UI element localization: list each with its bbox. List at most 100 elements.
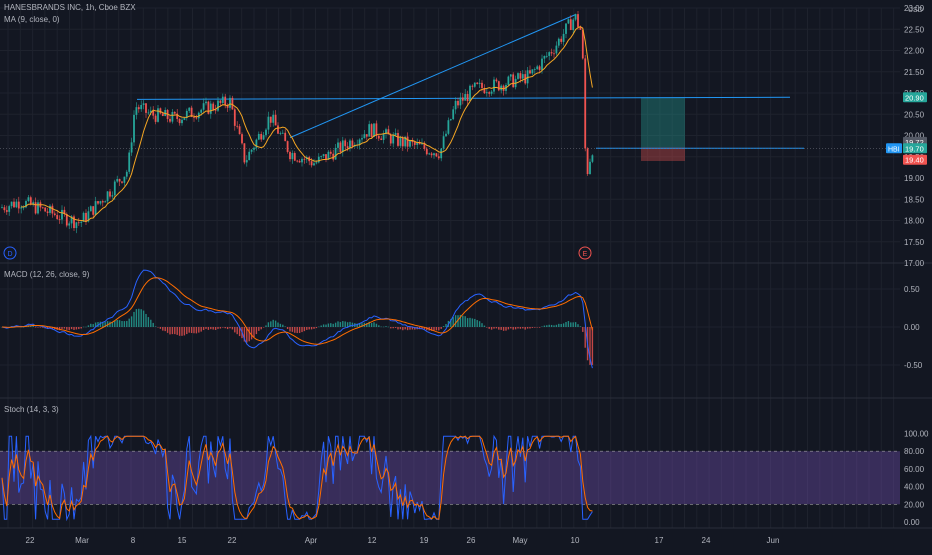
- candle-body: [106, 191, 109, 202]
- macd-histogram-bar: [75, 327, 78, 330]
- candle-body: [15, 201, 18, 208]
- macd-histogram-bar: [219, 327, 222, 329]
- candle-body: [133, 114, 135, 143]
- candle-body: [406, 136, 409, 147]
- macd-histogram-bar: [171, 327, 174, 335]
- candle-body: [322, 154, 325, 157]
- macd-histogram-bar: [421, 327, 423, 329]
- position-tool: [641, 97, 685, 161]
- macd-histogram-bar: [51, 327, 54, 329]
- candle-body: [423, 143, 426, 149]
- candle-body: [185, 110, 188, 118]
- macd-histogram-bar: [534, 327, 536, 328]
- candle-body: [459, 97, 462, 106]
- macd-histogram-bar: [555, 324, 558, 327]
- stoch-legend[interactable]: Stoch (14, 3, 3): [4, 405, 59, 414]
- candle-body: [495, 79, 498, 82]
- macd-histogram-bar: [87, 325, 90, 327]
- entry-tag: 19.72: [905, 138, 924, 147]
- macd-histogram-bar: [387, 326, 390, 328]
- candle-body: [85, 212, 87, 222]
- macd-histogram-bar: [402, 327, 404, 331]
- macd-histogram-bar: [414, 327, 416, 330]
- macd-histogram-bar: [445, 323, 447, 327]
- macd-histogram-bar: [553, 325, 555, 327]
- macd-histogram-bar: [394, 327, 397, 328]
- chart-title: HANESBRANDS INC, 1h, Cboe BZX: [4, 3, 136, 12]
- macd-histogram-bar: [272, 319, 274, 327]
- candle-body: [399, 137, 402, 146]
- macd-histogram-bar: [250, 327, 253, 340]
- macd-histogram-bar: [193, 327, 195, 334]
- price-tick: 21.50: [904, 68, 925, 77]
- macd-histogram-bar: [322, 324, 325, 327]
- candle-body: [538, 66, 541, 70]
- macd-histogram-bar: [262, 327, 265, 328]
- loss-zone: [641, 147, 685, 161]
- candle-body: [553, 53, 555, 55]
- price-tick: 22.00: [904, 47, 925, 56]
- macd-histogram-bar: [123, 321, 126, 327]
- macd-histogram-bar: [356, 323, 358, 327]
- candle-body: [493, 79, 495, 92]
- time-tick: 24: [702, 536, 711, 545]
- macd-histogram-bar: [58, 327, 61, 331]
- candle-body: [574, 14, 577, 20]
- macd-histogram-bar: [267, 322, 270, 327]
- macd-histogram-bar: [548, 324, 550, 327]
- macd-histogram-bar: [248, 327, 250, 342]
- macd-histogram-bar: [579, 326, 582, 327]
- candle-body: [497, 81, 500, 91]
- macd-legend[interactable]: MACD (12, 26, close, 9): [4, 270, 90, 279]
- macd-histogram-bar: [524, 327, 526, 330]
- macd-histogram-bar: [589, 327, 591, 365]
- candle-body: [521, 74, 524, 79]
- macd-histogram-bar: [385, 326, 387, 327]
- macd-histogram-bar: [399, 327, 402, 330]
- candle-body: [329, 151, 332, 154]
- macd-histogram-bar: [320, 325, 322, 327]
- time-tick: 22: [228, 536, 237, 545]
- ma-legend[interactable]: MA (9, close, 0): [4, 15, 60, 24]
- macd-histogram-bar: [34, 327, 37, 328]
- candle-body: [387, 129, 390, 135]
- macd-histogram-bar: [368, 321, 370, 327]
- candle-body: [526, 70, 529, 84]
- macd-histogram-bar: [452, 317, 454, 327]
- macd-histogram-bar: [147, 317, 150, 327]
- macd-histogram-bar: [378, 325, 380, 327]
- candle-body: [121, 181, 123, 183]
- candle-body: [416, 142, 419, 145]
- macd-histogram-bar: [464, 316, 466, 327]
- candle-body: [154, 115, 157, 122]
- candle-body: [243, 143, 246, 163]
- macd-histogram-bar: [126, 320, 128, 327]
- macd-histogram-bar: [42, 327, 44, 328]
- macd-histogram-bar: [507, 327, 510, 330]
- candle-body: [445, 133, 447, 137]
- candle-body: [3, 207, 6, 211]
- macd-histogram-bar: [495, 327, 498, 329]
- macd-histogram-bar: [157, 327, 159, 328]
- candle-body: [476, 82, 479, 84]
- candle-body: [41, 207, 44, 209]
- candle-body: [481, 82, 483, 88]
- candle-body: [557, 38, 560, 46]
- candle-body: [411, 140, 414, 143]
- macd-histogram-bar: [200, 327, 202, 332]
- macd-histogram-bar: [572, 322, 574, 327]
- candle-body: [25, 201, 27, 208]
- candle-body: [377, 135, 380, 139]
- macd-histogram-bar: [277, 322, 279, 327]
- macd-histogram-bar: [229, 327, 231, 329]
- macd-histogram-bar: [344, 321, 346, 327]
- candle-body: [529, 70, 531, 74]
- last-tag: 19.70: [905, 144, 924, 153]
- candle-body: [226, 105, 229, 108]
- candle-body: [370, 124, 373, 137]
- candle-body: [145, 103, 147, 113]
- candle-body: [380, 138, 383, 140]
- candle-body: [310, 161, 313, 166]
